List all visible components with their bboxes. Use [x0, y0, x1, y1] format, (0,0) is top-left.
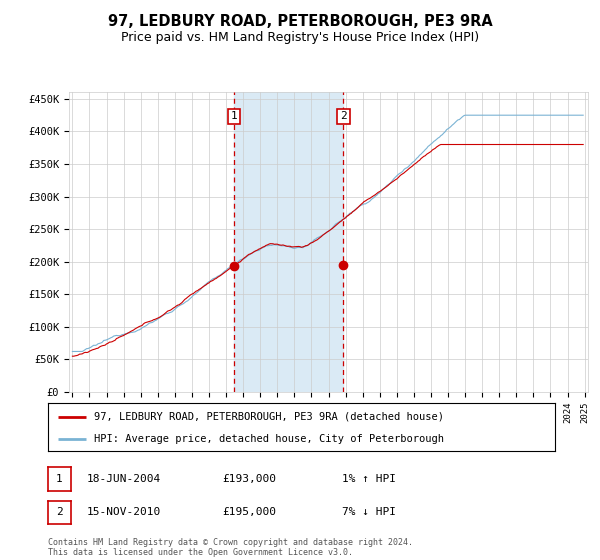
Text: 7% ↓ HPI: 7% ↓ HPI — [342, 507, 396, 517]
Text: HPI: Average price, detached house, City of Peterborough: HPI: Average price, detached house, City… — [94, 434, 443, 444]
Bar — [234, 92, 343, 392]
Text: 1% ↑ HPI: 1% ↑ HPI — [342, 474, 396, 484]
Text: £193,000: £193,000 — [222, 474, 276, 484]
Text: £195,000: £195,000 — [222, 507, 276, 517]
Text: 2: 2 — [56, 507, 63, 517]
Text: Price paid vs. HM Land Registry's House Price Index (HPI): Price paid vs. HM Land Registry's House … — [121, 31, 479, 44]
Text: 97, LEDBURY ROAD, PETERBOROUGH, PE3 9RA: 97, LEDBURY ROAD, PETERBOROUGH, PE3 9RA — [107, 14, 493, 29]
Text: 1: 1 — [56, 474, 63, 484]
Text: 18-JUN-2004: 18-JUN-2004 — [87, 474, 161, 484]
Text: 2: 2 — [340, 111, 347, 122]
Text: 97, LEDBURY ROAD, PETERBOROUGH, PE3 9RA (detached house): 97, LEDBURY ROAD, PETERBOROUGH, PE3 9RA … — [94, 412, 443, 422]
Text: Contains HM Land Registry data © Crown copyright and database right 2024.
This d: Contains HM Land Registry data © Crown c… — [48, 538, 413, 557]
Text: 15-NOV-2010: 15-NOV-2010 — [87, 507, 161, 517]
Text: 1: 1 — [230, 111, 237, 122]
